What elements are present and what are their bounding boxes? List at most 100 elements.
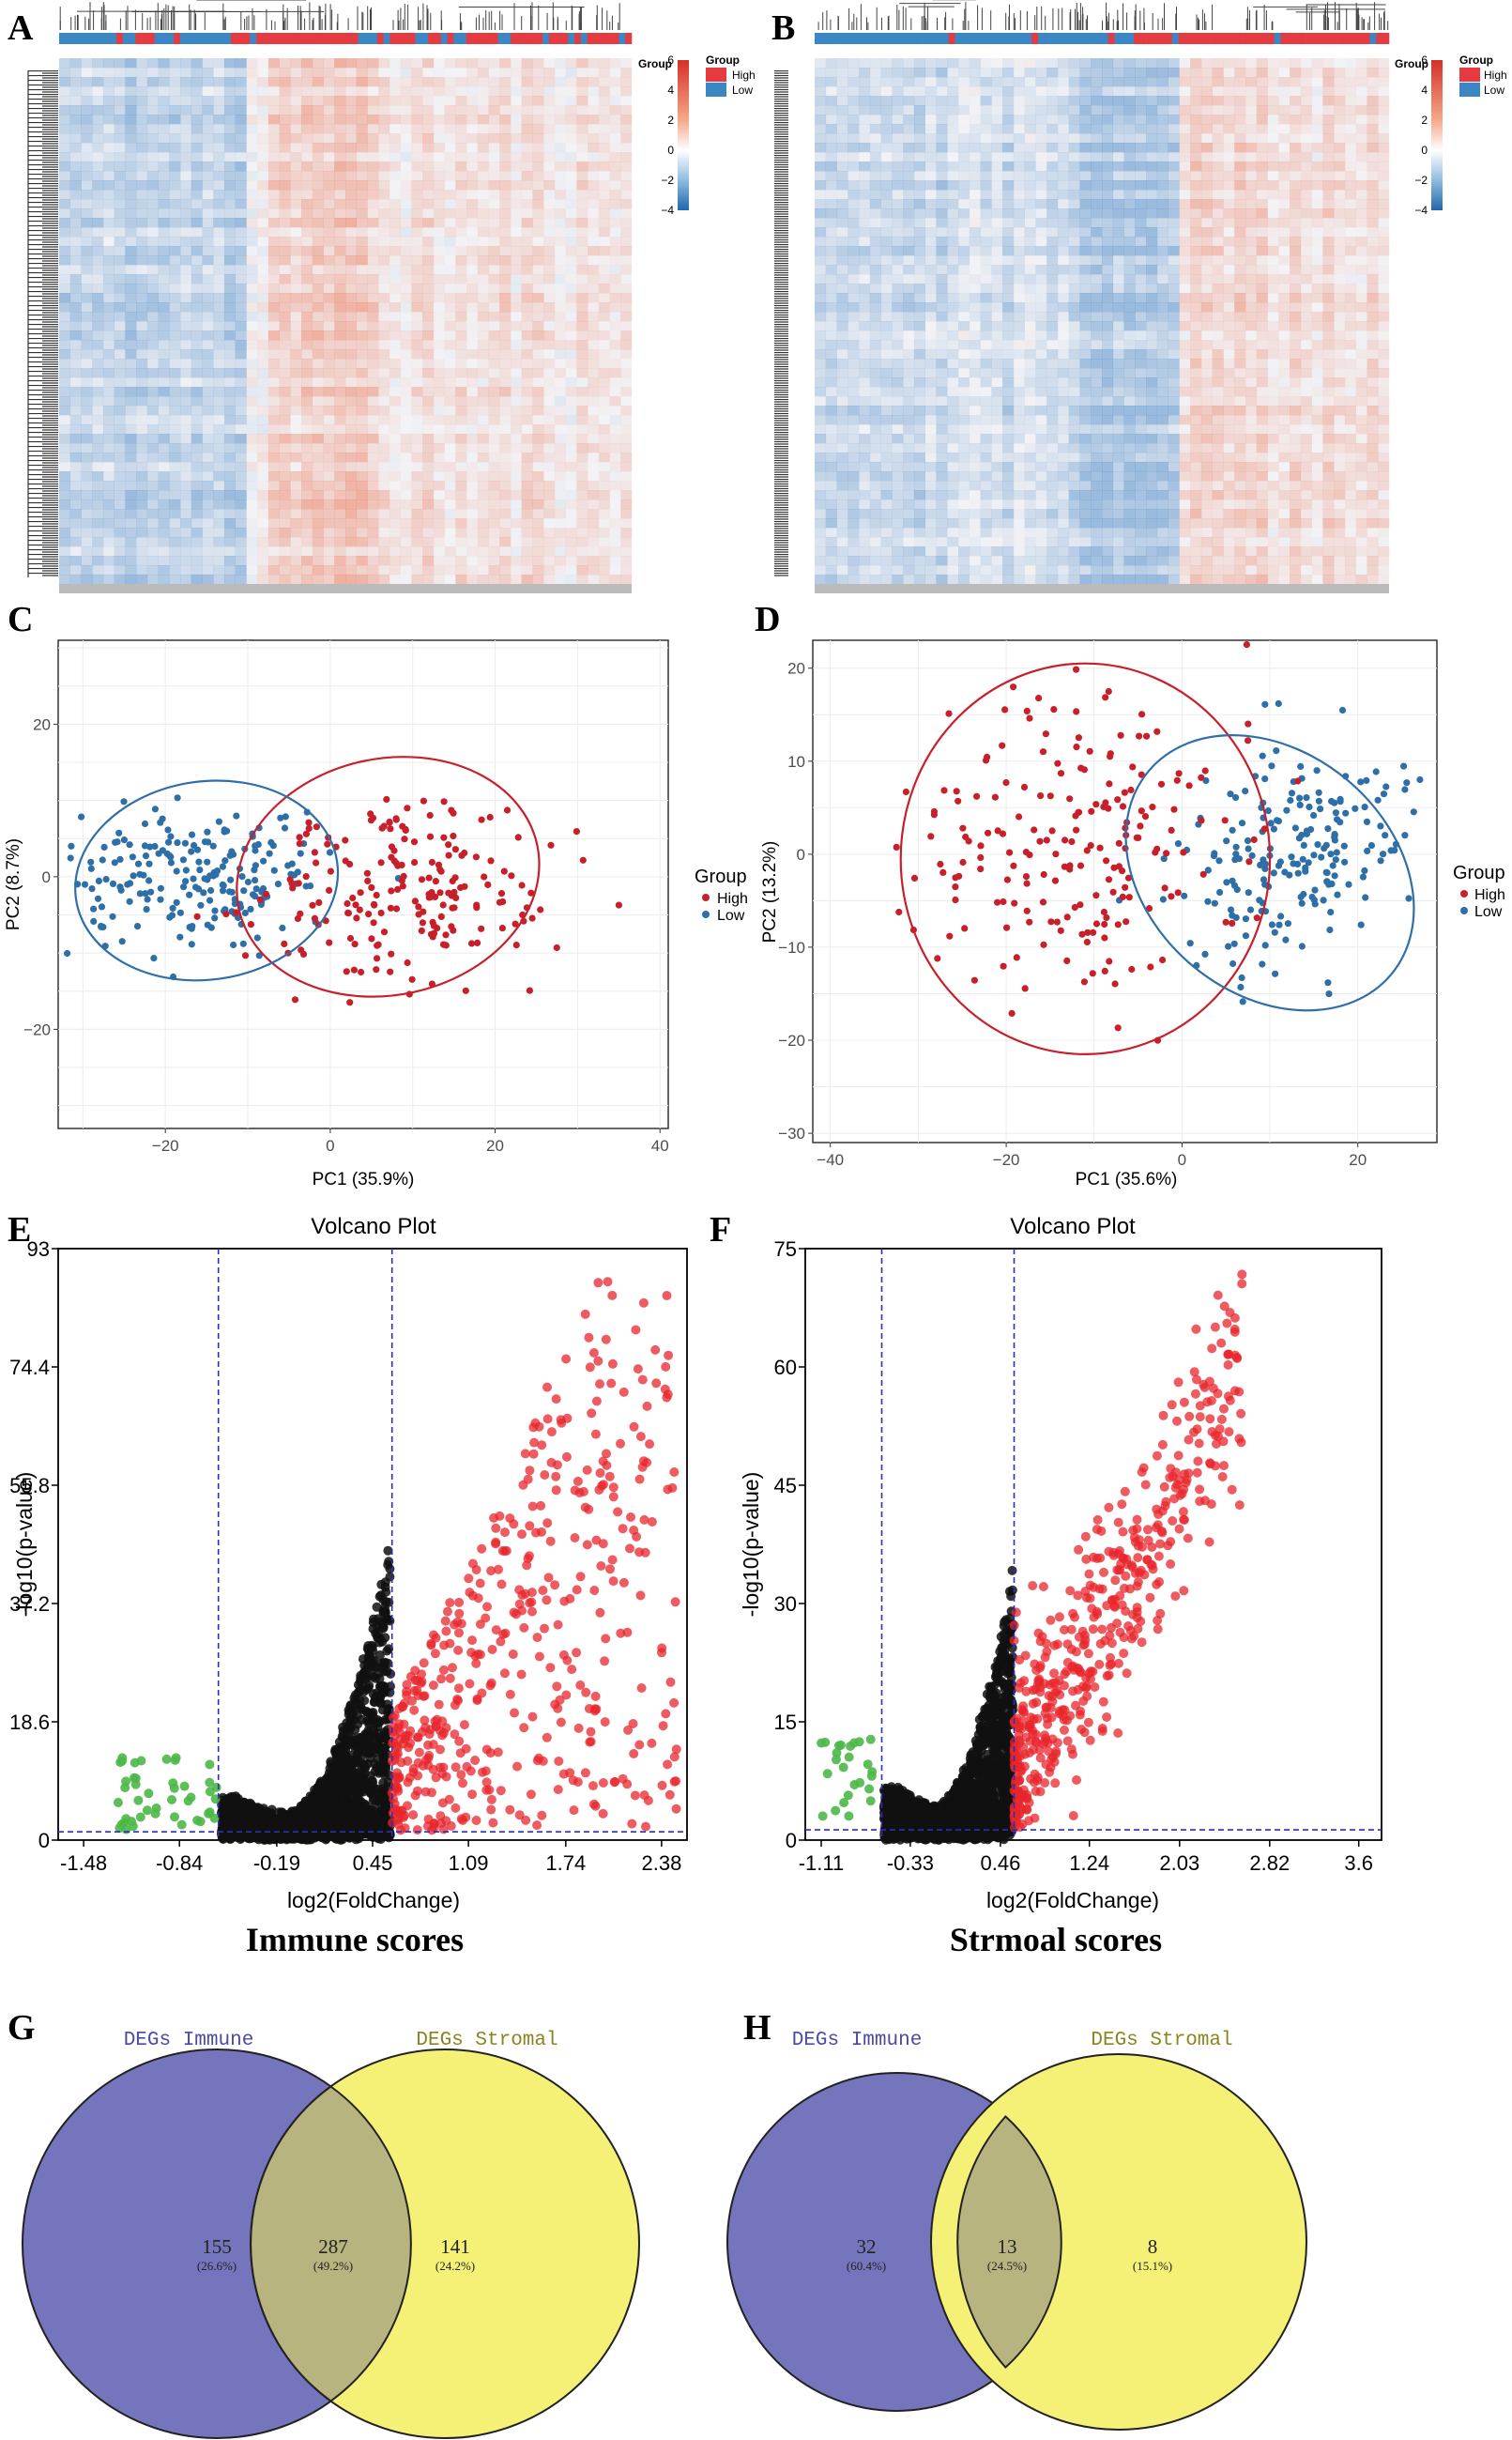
heatmap-cell [158,208,170,219]
heatmap-cell [947,556,959,566]
heatmap-cell [969,274,981,284]
heatmap-cell [246,96,258,106]
heatmap-cell [980,180,992,191]
heatmap-cell [1068,227,1080,238]
heatmap-cell [599,255,610,265]
heatmap-cell [903,124,915,134]
heatmap-cell [1046,208,1059,219]
heatmap-cell [1057,556,1069,566]
heatmap-cell [1002,499,1015,510]
heatmap-cell [444,509,456,519]
heatmap-cell [477,199,489,209]
heatmap-cell [555,284,566,293]
heatmap-cell [980,293,992,303]
heatmap-cell [1135,406,1147,416]
heatmap-cell [1102,265,1114,275]
heatmap-cell [576,518,588,529]
heatmap-cell [588,415,600,425]
heatmap-cell [947,58,959,69]
heatmap-cell [455,274,467,284]
heatmap-cell [521,96,533,106]
heatmap-cell [59,490,71,500]
heatmap-cell [609,396,621,407]
heatmap-cell [422,161,435,172]
heatmap-cell [169,171,181,181]
heatmap-cell [1123,340,1136,350]
heatmap-cell [136,518,148,529]
heatmap-cell [880,443,893,453]
heatmap-cell [180,321,192,331]
heatmap-cell [588,105,600,115]
heatmap-cell [1091,321,1103,331]
heatmap-cell [323,490,335,500]
heatmap-cell [378,284,389,293]
heatmap-cell [477,330,489,341]
heatmap-cell [235,68,247,78]
heatmap-cell [859,312,871,322]
heatmap-cell [1013,565,1025,575]
heatmap-cell [367,349,379,360]
heatmap-cell [991,208,1003,219]
heatmap-cell [913,218,925,228]
heatmap-cell [1046,556,1059,566]
heatmap-cell [400,321,412,331]
heatmap-cell [455,387,467,397]
heatmap-cell [991,349,1003,360]
heatmap-cell [279,152,291,162]
heatmap-cell [825,434,837,444]
heatmap-cell [59,265,71,275]
heatmap-cell [1079,490,1092,500]
heatmap-cell [991,274,1003,284]
heatmap-cell [1135,227,1147,238]
heatmap-cell [102,68,115,78]
heatmap-cell [1079,368,1092,378]
heatmap-cell [1112,180,1124,191]
heatmap-cell [422,377,435,388]
heatmap-cell [81,349,93,360]
heatmap-cell [433,190,445,200]
heatmap-cell [913,68,925,78]
heatmap-cell [1146,406,1158,416]
heatmap-cell [301,96,313,106]
heatmap-cell [257,152,268,161]
heatmap-cell [1156,152,1168,162]
heatmap-cell [102,180,115,191]
heatmap-cell [180,293,192,303]
heatmap-cell [279,387,291,397]
heatmap-cell [1123,321,1136,331]
heatmap-cell [958,321,970,331]
heatmap-cell [511,453,522,462]
heatmap-cell [936,321,948,331]
heatmap-cell [1024,368,1036,378]
heatmap-cell [1079,152,1092,162]
heatmap-cell [970,490,981,499]
heatmap-cell [565,58,577,69]
heatmap-b-cells [815,58,1390,585]
heatmap-cell [223,152,236,162]
heatmap-cell [588,471,599,481]
annotation-segment [523,33,530,44]
heatmap-cell [510,415,522,425]
heatmap-cell [411,218,423,228]
heatmap-cell [125,415,137,425]
heatmap-cell [991,255,1003,266]
heatmap-cell [59,302,71,313]
heatmap-cell [903,349,915,360]
heatmap-cell [301,340,313,350]
heatmap-cell [532,537,544,547]
heatmap-cell [411,565,423,575]
heatmap-cell [202,415,214,425]
heatmap-cell [433,434,445,444]
heatmap-cell [312,471,324,482]
heatmap-cell [246,377,258,388]
heatmap-cell [191,246,203,256]
heatmap-cell [146,546,159,557]
heatmap-cell [455,565,467,575]
heatmap-cell [136,415,148,425]
heatmap-cell [576,546,588,557]
heatmap-cell [125,518,137,529]
heatmap-cell [848,518,860,529]
heatmap-cell [499,133,512,144]
heatmap-cell [913,96,925,106]
heatmap-cell [1123,171,1136,181]
